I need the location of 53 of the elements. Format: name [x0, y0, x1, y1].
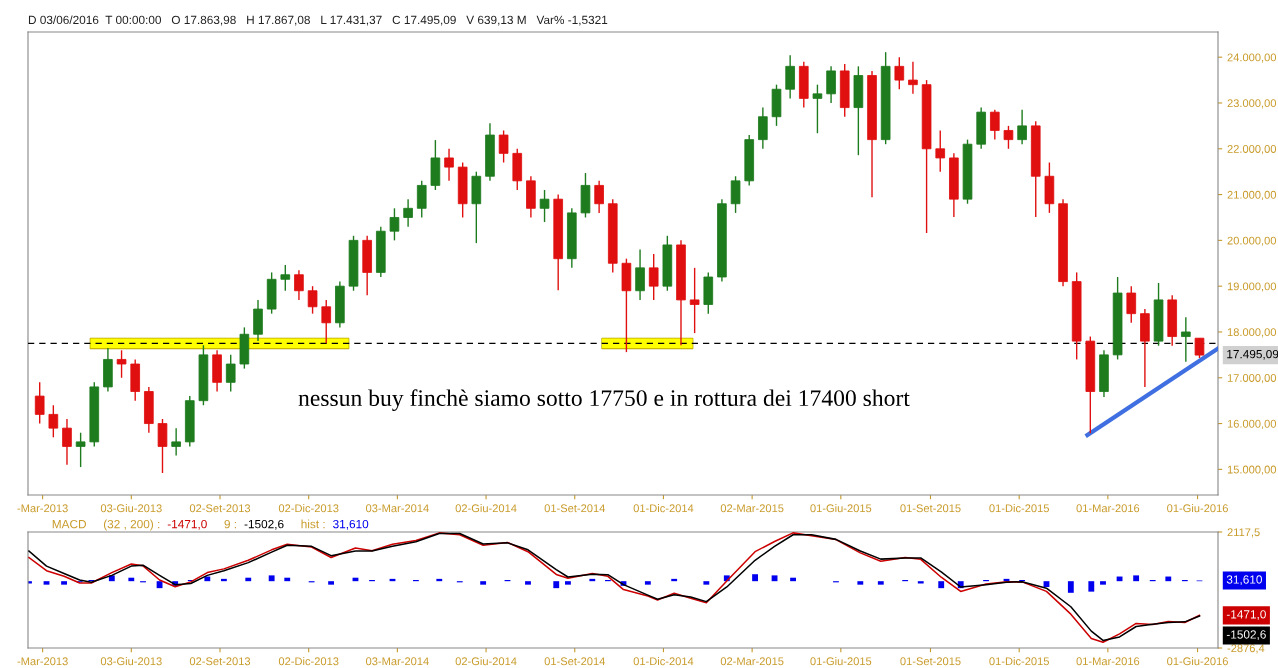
x-tick-label: 03-Mar-2014 [366, 504, 429, 513]
y-tick-label: 19.000,00 [1227, 282, 1277, 292]
text: -1471,0 [1226, 610, 1266, 620]
y-tick-label: 24.000,00 [1227, 53, 1277, 63]
text: -1502,6 [1226, 630, 1266, 641]
x-tick-label: 02-Mar-2015 [720, 657, 784, 666]
y-tick-label: 23.000,00 [1227, 99, 1277, 109]
x-tick-label: 02-Dic-2013 [278, 504, 339, 513]
y-tick-label: 16.000,00 [1227, 419, 1277, 430]
chart-title: MACD [52, 519, 86, 529]
x-tick-label: 02-Dic-2013 [278, 657, 339, 666]
x-tick-label: 01-Dic-2014 [633, 504, 694, 513]
annotation: nessun buy finchè siamo sotto 17750 e in rottura dei 17400 short [298, 389, 910, 411]
y-tick-label: 15.000,00 [1227, 465, 1277, 475]
text: -1502,6 [244, 519, 284, 530]
chart-subtitle: D 03/06/2016 T 00:00:00 O 17.863,98 H 17.867,08 L 17.431,37 C 17.495,09 V 639,13 M Var% -1,5321 [28, 15, 608, 26]
text: 17.495,09 [1227, 349, 1278, 360]
x-tick-label: 02-Giu-2014 [455, 657, 517, 666]
x-tick-label: 01-Giu-2015 [810, 504, 872, 513]
x-tick-label: 01-Set-2014 [544, 504, 606, 513]
x-tick-label: 02-Set-2013 [189, 504, 251, 513]
x-tick-label: 03-Giu-2013 [100, 657, 162, 666]
x-tick-label: 01-Dic-2014 [633, 657, 694, 666]
y-tick-label: 18.000,00 [1227, 328, 1277, 338]
x-tick-label: 03-Giu-2013 [100, 504, 162, 513]
x-tick-label: 02-Mar-2015 [720, 504, 784, 513]
x-tick-label: 01-Dic-2015 [989, 657, 1049, 666]
x-tick-label: 01-Mar-2016 [1076, 657, 1140, 666]
x-tick-label: 03-Mar-2014 [366, 657, 429, 666]
x-tick-label: -Mar-2013 [17, 504, 68, 513]
x-tick-label: -Mar-2013 [17, 657, 68, 666]
text: 9 : [224, 519, 237, 529]
y-tick-label: 20.000,00 [1227, 236, 1277, 246]
x-tick-label: 01-Mar-2016 [1076, 504, 1140, 513]
x-tick-label: 01-Set-2015 [900, 657, 961, 666]
text: -1471,0 [167, 519, 207, 530]
y-tick-label: 2117,5 [1227, 528, 1260, 538]
x-tick-label: 01-Giu-2016 [1167, 504, 1228, 513]
x-tick-label: 01-Giu-2016 [1167, 657, 1228, 666]
text: 31,610 [1226, 575, 1262, 586]
text: (32 , 200) : [103, 519, 160, 531]
x-tick-label: 02-Set-2013 [189, 657, 251, 666]
x-tick-label: 02-Giu-2014 [455, 504, 517, 513]
x-tick-label: 01-Set-2014 [544, 657, 606, 666]
x-tick-label: 01-Dic-2015 [989, 504, 1049, 513]
text: hist : [301, 519, 325, 529]
x-tick-label: 01-Giu-2015 [810, 657, 872, 666]
y-tick-label: -2876,4 [1227, 644, 1265, 654]
y-tick-label: 22.000,00 [1227, 145, 1277, 155]
text: 31,610 [333, 519, 369, 530]
x-tick-label: 01-Set-2015 [900, 504, 961, 513]
y-tick-label: 21.000,00 [1227, 190, 1277, 201]
y-tick-label: 17.000,00 [1227, 374, 1277, 384]
